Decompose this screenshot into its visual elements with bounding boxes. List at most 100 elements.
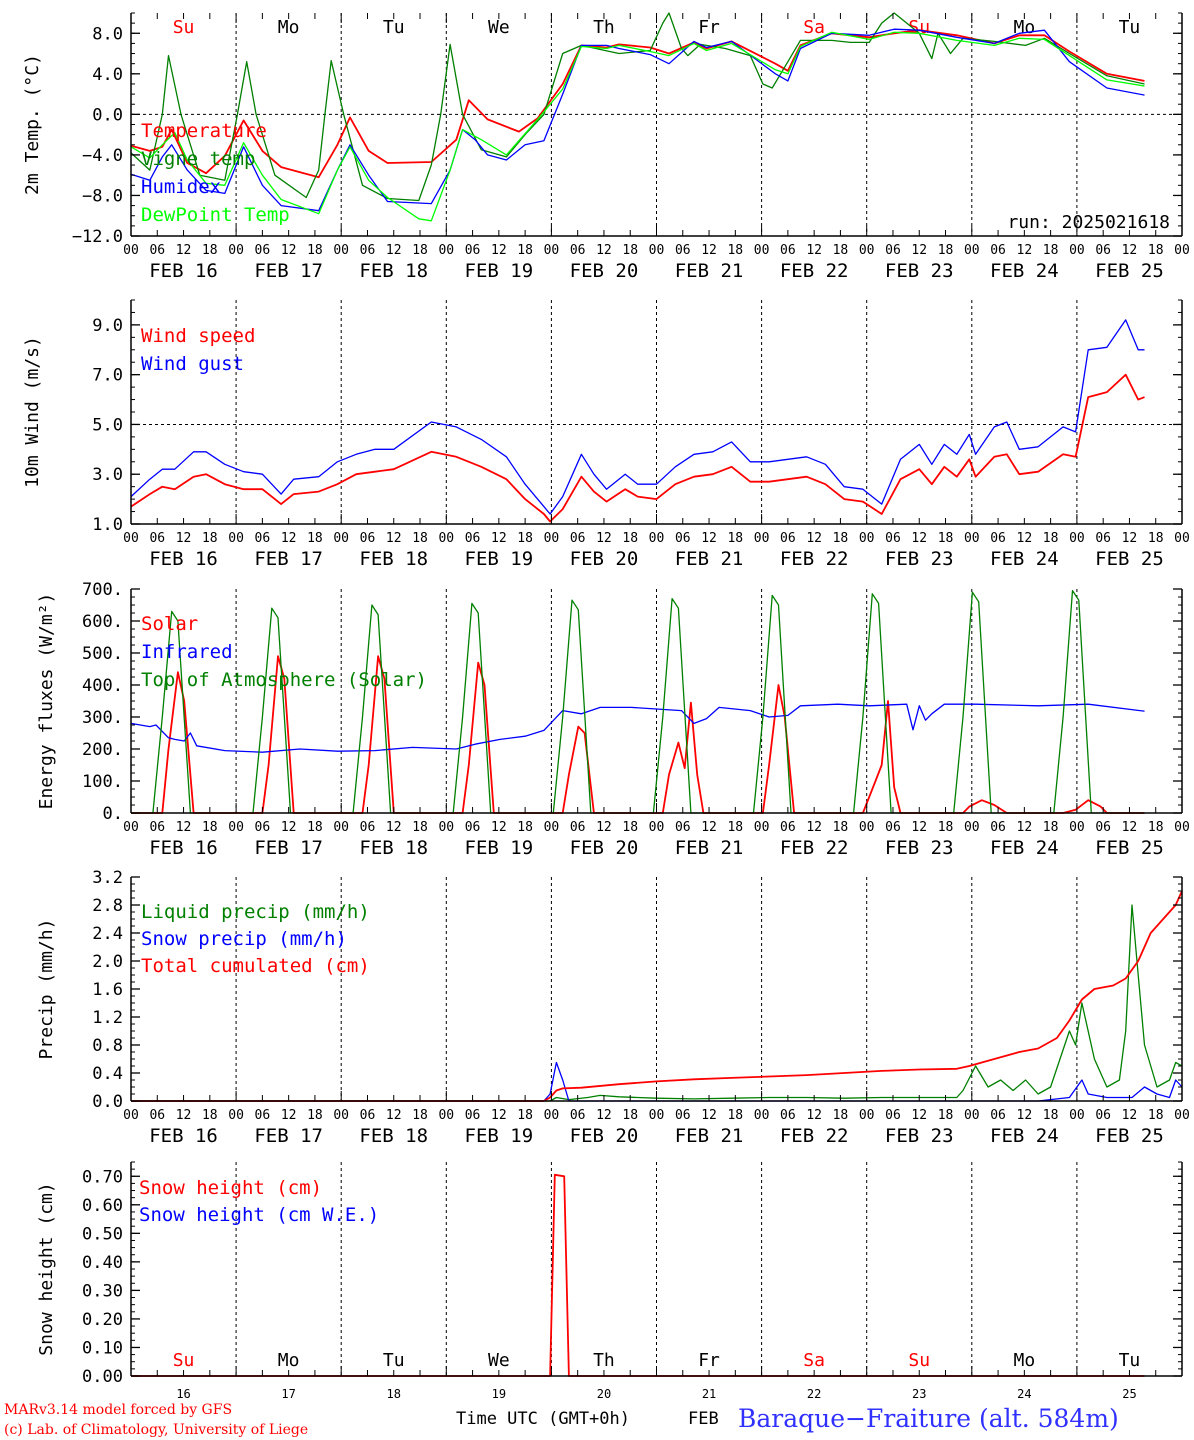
x-hour-label: 00: [1069, 531, 1085, 546]
y-tick-label: 1.6: [92, 980, 123, 1000]
weekday-label: Sa: [803, 17, 825, 38]
x-day-label: FEB 17: [254, 1125, 323, 1147]
y-axis-label: Snow height (cm): [36, 1182, 57, 1355]
legend-entry: Total cumulated (cm): [141, 955, 370, 977]
x-hour-label: 12: [491, 820, 507, 835]
x-hour-label: 12: [491, 1108, 507, 1123]
x-day-label: FEB 19: [465, 1125, 534, 1147]
x-hour-label: 06: [780, 531, 796, 546]
x-hour-label: 12: [701, 820, 717, 835]
x-day-label: FEB 18: [359, 837, 428, 859]
x-hour-label: 00: [228, 820, 244, 835]
x-hour-label: 00: [438, 1108, 454, 1123]
x-hour-label: 00: [754, 243, 770, 258]
x-hour-label: 00: [438, 820, 454, 835]
x-hour-label: 18: [202, 243, 218, 258]
y-tick-label: 400.: [82, 676, 123, 696]
legend-entry: Temperature: [141, 120, 267, 142]
x-hour-label: 18: [517, 1108, 533, 1123]
x-hour-label: 06: [255, 820, 271, 835]
x-day-label: FEB 23: [885, 1125, 954, 1147]
series-line-2: [131, 1061, 1183, 1102]
x-hour-label: 18: [307, 820, 323, 835]
x-hour-label: 00: [333, 243, 349, 258]
x-hour-label: 18: [938, 243, 954, 258]
x-day-label: FEB 23: [885, 260, 954, 282]
x-hour-label: 18: [517, 531, 533, 546]
y-tick-label: 3.2: [92, 868, 123, 888]
y-tick-label: 0.8: [92, 1036, 123, 1056]
x-hour-label: 12: [911, 243, 927, 258]
x-hour-label: 12: [491, 243, 507, 258]
x-day-number: 19: [492, 1387, 506, 1401]
x-hour-label: 06: [360, 1108, 376, 1123]
x-hour-label: 06: [1095, 531, 1111, 546]
x-hour-label: 18: [412, 820, 428, 835]
x-hour-label: 06: [780, 820, 796, 835]
x-day-label: FEB 20: [570, 1125, 639, 1147]
x-hour-label: 00: [544, 820, 560, 835]
x-hour-label: 12: [176, 820, 192, 835]
x-hour-label: 12: [806, 531, 822, 546]
x-day-label: FEB 25: [1095, 260, 1164, 282]
legend-entry: Solar: [141, 613, 198, 635]
x-hour-label: 00: [123, 1108, 139, 1123]
y-tick-label: 9.0: [92, 316, 123, 336]
x-hour-label: 12: [806, 243, 822, 258]
x-day-number: 17: [281, 1387, 295, 1401]
x-hour-label: 00: [754, 531, 770, 546]
credit-line-1: MARv3.14 model forced by GFS: [4, 1402, 232, 1418]
x-hour-label: 18: [517, 820, 533, 835]
x-hour-label: 12: [596, 243, 612, 258]
x-hour-label: 00: [228, 531, 244, 546]
x-day-label: FEB 21: [675, 837, 744, 859]
y-axis-label: 2m Temp. (°C): [22, 54, 43, 195]
chart-panel-1: Su Mo Tu We Th Fr Sa Su Mo Tu−12.0−8.0−4.00.04.08…: [22, 12, 1190, 282]
x-day-label: FEB 20: [570, 548, 639, 570]
x-hour-label: 12: [281, 531, 297, 546]
x-hour-label: 18: [622, 820, 638, 835]
weekday-label: Su: [908, 1350, 930, 1371]
legend-entry: Snow precip (mm/h): [141, 928, 347, 950]
series-line-1: [130, 373, 1145, 523]
x-day-label: FEB 25: [1095, 1125, 1164, 1147]
x-hour-label: 00: [649, 1108, 665, 1123]
x-hour-label: 00: [754, 1108, 770, 1123]
x-day-label: FEB 22: [780, 548, 849, 570]
weekday-label: Tu: [383, 1350, 405, 1371]
y-tick-label: −8.0: [82, 186, 123, 206]
x-day-number: 16: [176, 1387, 190, 1401]
x-hour-label: 18: [833, 531, 849, 546]
x-day-label: FEB 23: [885, 548, 954, 570]
x-day-label: FEB 19: [465, 548, 534, 570]
x-day-label: FEB 16: [149, 837, 218, 859]
x-day-label: FEB 17: [254, 548, 323, 570]
x-hour-label: 00: [964, 243, 980, 258]
x-hour-label: 12: [1017, 531, 1033, 546]
weekday-label: Sa: [803, 1350, 825, 1371]
x-hour-label: 12: [701, 243, 717, 258]
x-day-label: FEB 18: [359, 548, 428, 570]
x-hour-label: 18: [412, 1108, 428, 1123]
y-tick-label: 2.8: [92, 896, 123, 916]
x-hour-label: 12: [1122, 531, 1138, 546]
x-day-number: 18: [387, 1387, 401, 1401]
x-hour-label: 06: [990, 531, 1006, 546]
x-hour-label: 12: [596, 531, 612, 546]
y-tick-label: 2.4: [92, 924, 123, 944]
x-hour-label: 12: [1122, 243, 1138, 258]
x-hour-label: 00: [544, 531, 560, 546]
legend-entry: Humidex: [141, 176, 221, 198]
x-hour-label: 00: [859, 243, 875, 258]
x-day-label: FEB 18: [359, 1125, 428, 1147]
x-hour-label: 18: [1043, 1108, 1059, 1123]
x-hour-label: 18: [938, 820, 954, 835]
y-tick-label: 0.70: [82, 1167, 123, 1187]
x-day-label: FEB 24: [990, 260, 1059, 282]
series-line-3: [131, 890, 1183, 1102]
y-tick-label: 1.0: [92, 515, 123, 535]
y-tick-label: −4.0: [82, 146, 123, 166]
x-hour-label: 18: [412, 243, 428, 258]
x-day-label: FEB 24: [990, 548, 1059, 570]
x-hour-label: 00: [964, 531, 980, 546]
